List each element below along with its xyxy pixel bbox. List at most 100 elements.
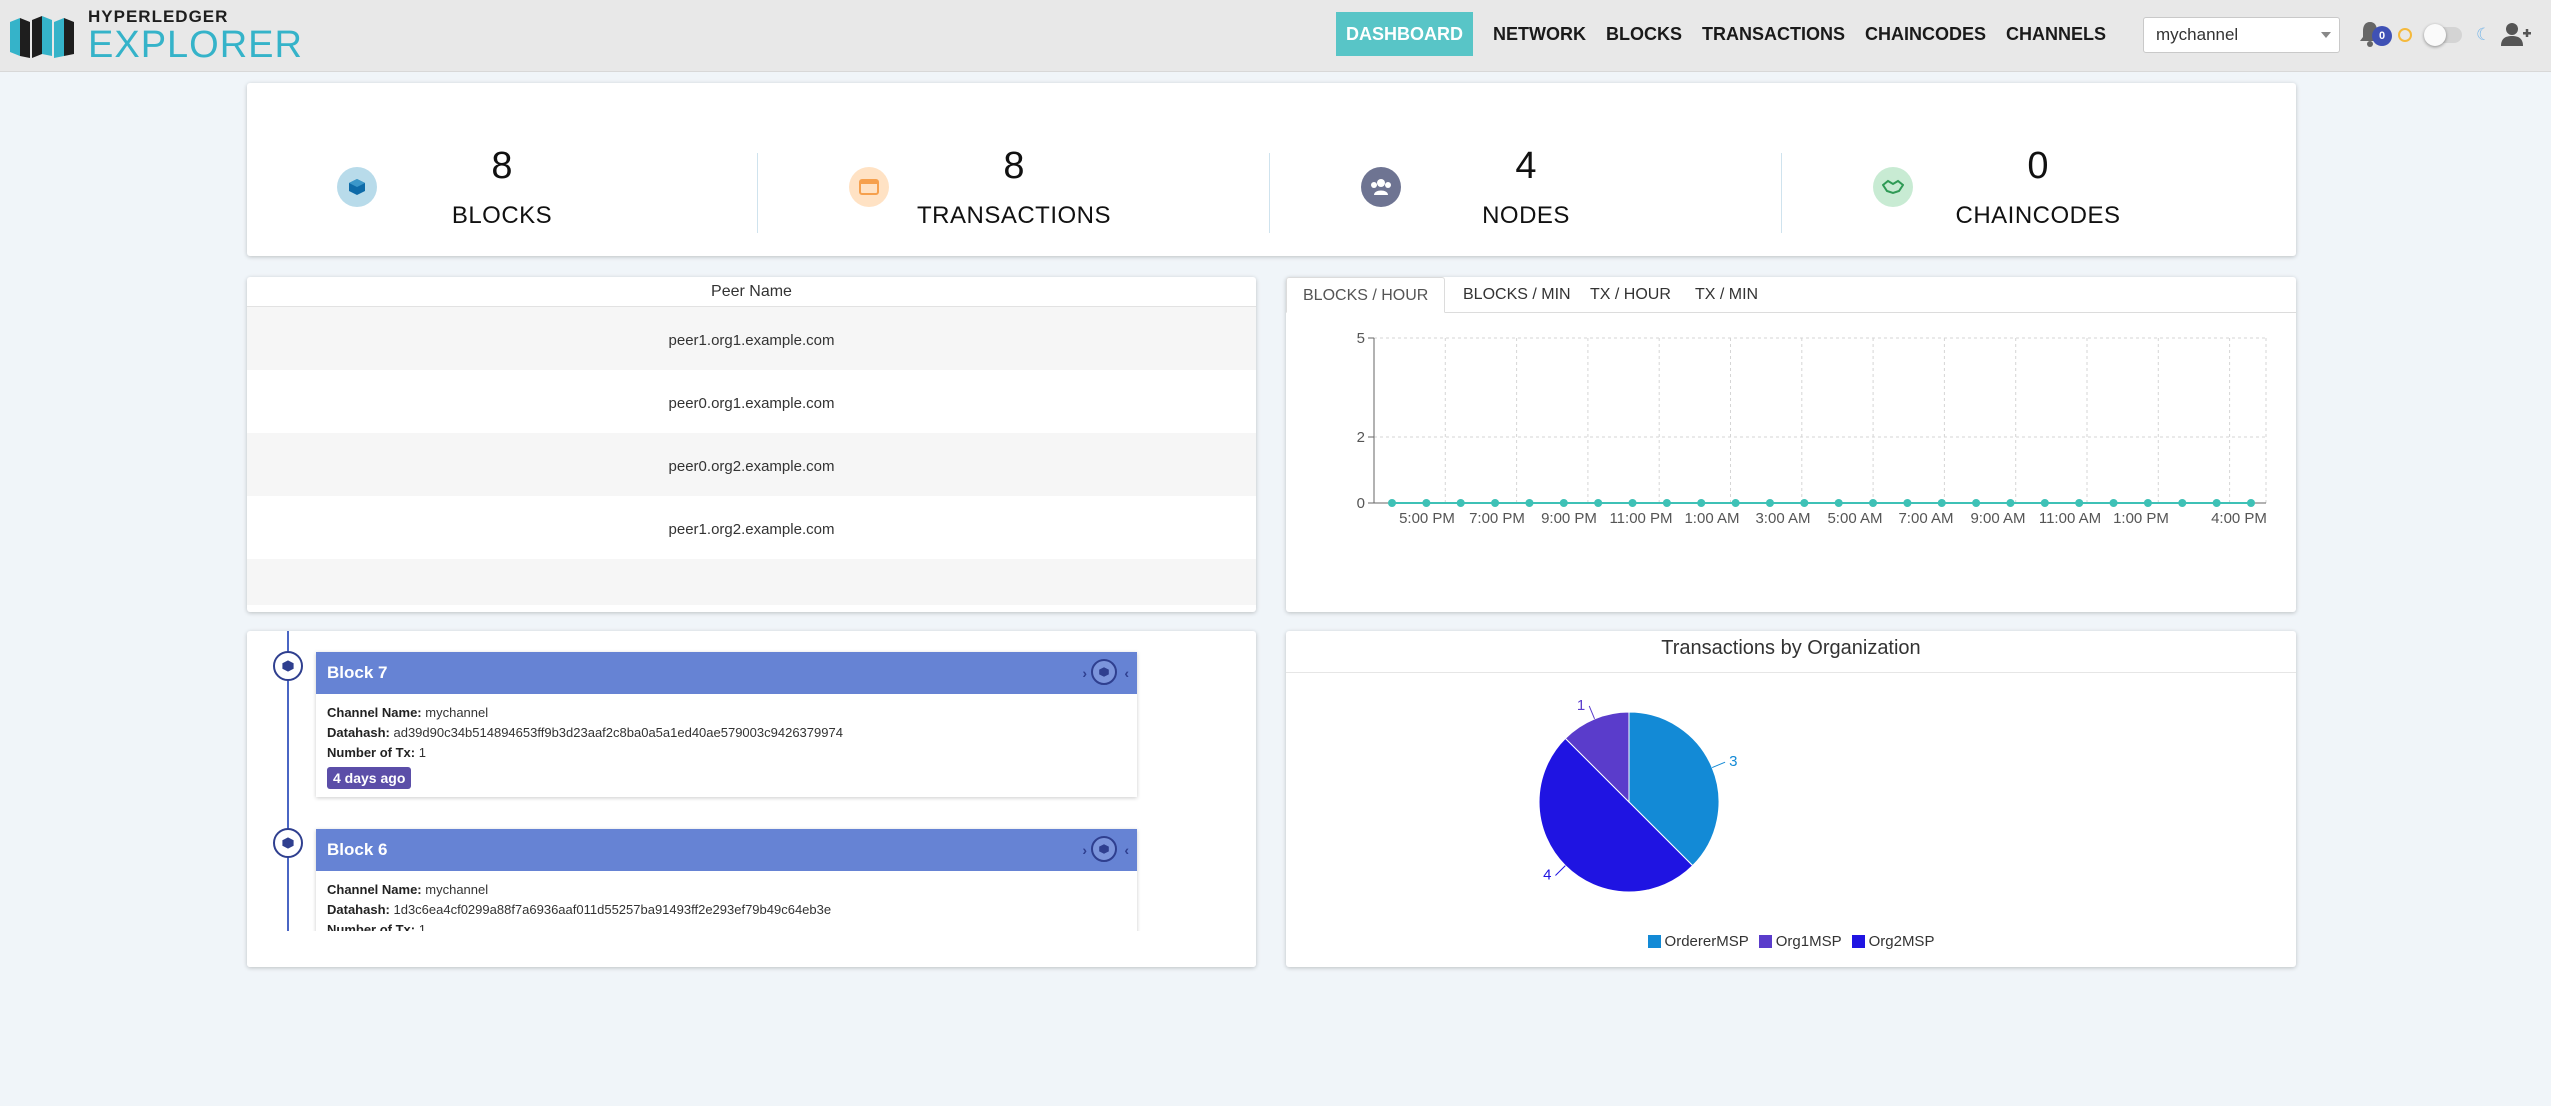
chevron-left-icon: ‹ (1124, 665, 1129, 681)
notifications-button[interactable]: 0 (2358, 20, 2392, 50)
stat-blocks: 8 BLOCKS (247, 145, 759, 235)
x-tick-label: 5:00 PM (1399, 510, 1455, 527)
block-datahash-row: Datahash: ad39d90c34b514894653ff9b3d23aa… (327, 723, 1126, 743)
block-details-icon[interactable] (1091, 836, 1117, 862)
pie-legend: OrdererMSP Org1MSP Org2MSP (1286, 933, 2296, 950)
pie-label-line (1711, 761, 1726, 769)
data-point (1456, 499, 1465, 507)
stat-label: CHAINCODES (1955, 202, 2121, 229)
stat-label: BLOCKS (451, 202, 553, 229)
stat-value: 8 (491, 145, 513, 187)
legend-item-org1msp[interactable]: Org1MSP (1758, 933, 1842, 950)
list-icon (849, 167, 889, 207)
stat-value: 8 (1003, 145, 1025, 187)
main-nav: DASHBOARD NETWORK BLOCKS TRANSACTIONS CH… (1336, 12, 2116, 56)
pie-data-label: 3 (1729, 753, 1737, 770)
pie-slice-orderermsp (1628, 711, 1720, 867)
x-tick-label: 9:00 AM (1970, 510, 2025, 527)
stat-value: 0 (2027, 145, 2049, 187)
chart-tabs: BLOCKS / HOUR BLOCKS / MIN TX / HOUR TX … (1286, 277, 2296, 313)
peer-name-column-header[interactable]: Peer Name (247, 277, 1256, 307)
theme-toggle[interactable] (2424, 24, 2462, 46)
pie-label-line (1588, 705, 1596, 720)
table-row-empty (247, 559, 1256, 605)
block-tx-count: 1 (418, 922, 426, 937)
x-tick-label: 7:00 PM (1469, 510, 1525, 527)
x-tick-label: 9:00 PM (1541, 510, 1597, 527)
moon-icon: ☾ (2476, 25, 2492, 44)
block-title: Block 7 (327, 663, 388, 682)
nav-network[interactable]: NETWORK (1493, 24, 1586, 44)
y-tick-label: 2 (1357, 429, 1365, 446)
block-datahash: ad39d90c34b514894653ff9b3d23aaf2c8ba0a5a… (393, 725, 843, 740)
data-point (1937, 499, 1946, 507)
pie-label-line (1555, 865, 1566, 876)
block-datahash-row: Datahash: 1d3c6ea4cf0299a88f7a6936aaf011… (327, 900, 1126, 920)
chevron-down-icon (2321, 32, 2331, 38)
legend-item-org2msp[interactable]: Org2MSP (1851, 933, 1934, 950)
table-row[interactable]: peer1.org2.example.com (668, 521, 835, 538)
tab-blocks-per-min[interactable]: BLOCKS / MIN (1463, 286, 1571, 303)
table-row[interactable]: peer0.org2.example.com (247, 433, 1256, 496)
data-point (1972, 499, 1981, 507)
stat-chaincodes: 0 CHAINCODES (1783, 145, 2295, 235)
cube-icon (337, 167, 377, 207)
legend-label: Org1MSP (1775, 933, 1842, 950)
data-point (1491, 499, 1500, 507)
data-point (1628, 499, 1637, 507)
hyperledger-explorer-logo[interactable]: HYPERLEDGER EXPLORER (8, 7, 303, 64)
field-label: Datahash: (327, 902, 390, 917)
pie-data-label: 4 (1543, 867, 1551, 884)
x-tick-label: 11:00 AM (2039, 510, 2101, 527)
block-card-7[interactable]: Block 7 › ‹ Channel Name: mychannel Data… (316, 652, 1137, 797)
chevron-left-icon: ‹ (1124, 842, 1129, 858)
data-point (1388, 499, 1396, 507)
add-user-icon[interactable] (2501, 20, 2532, 50)
transactions-by-org-card: Transactions by Organization 3 4 1 Orderer… (1286, 631, 2296, 967)
block-details-icon[interactable] (1091, 659, 1117, 685)
data-point (2040, 499, 2049, 507)
blocks-timeline-card: Block 7 › ‹ Channel Name: mychannel Data… (247, 631, 1256, 967)
top-navbar: HYPERLEDGER EXPLORER DASHBOARD NETWORK B… (0, 0, 2551, 72)
legend-swatch (1758, 935, 1772, 948)
data-point (1422, 499, 1431, 507)
timeline-line (287, 631, 289, 931)
tab-tx-per-hour[interactable]: TX / HOUR (1590, 286, 1671, 303)
blocks-chart-card: BLOCKS / HOUR BLOCKS / MIN TX / HOUR TX … (1286, 277, 2296, 612)
data-point (2075, 499, 2084, 507)
nav-dashboard[interactable]: DASHBOARD (1336, 12, 1473, 56)
x-tick-label: 5:00 AM (1827, 510, 1882, 527)
legend-swatch (1647, 935, 1661, 948)
x-tick-label: 3:00 AM (1755, 510, 1810, 527)
nav-blocks[interactable]: BLOCKS (1606, 24, 1682, 44)
field-label: Channel Name: (327, 882, 422, 897)
table-row[interactable]: peer0.org1.example.com (668, 395, 835, 412)
legend-item-orderermsp[interactable]: OrdererMSP (1647, 933, 1749, 950)
data-point (1697, 499, 1706, 507)
logo-top-text: HYPERLEDGER (88, 7, 229, 26)
stat-label: NODES (1482, 202, 1570, 229)
x-tick-label: 1:00 PM (2113, 510, 2169, 527)
data-point (2109, 499, 2118, 507)
data-point (2143, 499, 2152, 507)
tab-blocks-per-hour[interactable]: BLOCKS / HOUR (1286, 277, 1446, 313)
peer-table-card: Peer Name peer1.org1.example.com peer0.o… (247, 277, 1256, 612)
header-actions: 0 ☾ (2358, 18, 2532, 52)
nav-chaincodes[interactable]: CHAINCODES (1865, 24, 1987, 44)
sun-icon (2398, 28, 2412, 42)
data-point (1869, 499, 1878, 507)
stat-value: 4 (1515, 145, 1537, 187)
nav-channels[interactable]: CHANNELS (2006, 24, 2107, 44)
tab-tx-per-min[interactable]: TX / MIN (1695, 286, 1759, 303)
users-icon (1361, 167, 1401, 207)
notification-count-badge: 0 (2372, 26, 2392, 46)
block-channel-row: Channel Name: mychannel (327, 703, 1126, 723)
legend-label: OrdererMSP (1664, 933, 1749, 950)
channel-select[interactable]: mychannel (2143, 17, 2340, 53)
table-row[interactable]: peer1.org1.example.com (247, 307, 1256, 370)
field-label: Datahash: (327, 725, 390, 740)
data-point (1594, 499, 1603, 507)
data-point (1559, 499, 1568, 507)
stats-summary-card: 8 BLOCKS 8 TRANSACTIONS 4 NODES 0 CHAINC… (247, 83, 2296, 256)
nav-transactions[interactable]: TRANSACTIONS (1702, 24, 1845, 44)
